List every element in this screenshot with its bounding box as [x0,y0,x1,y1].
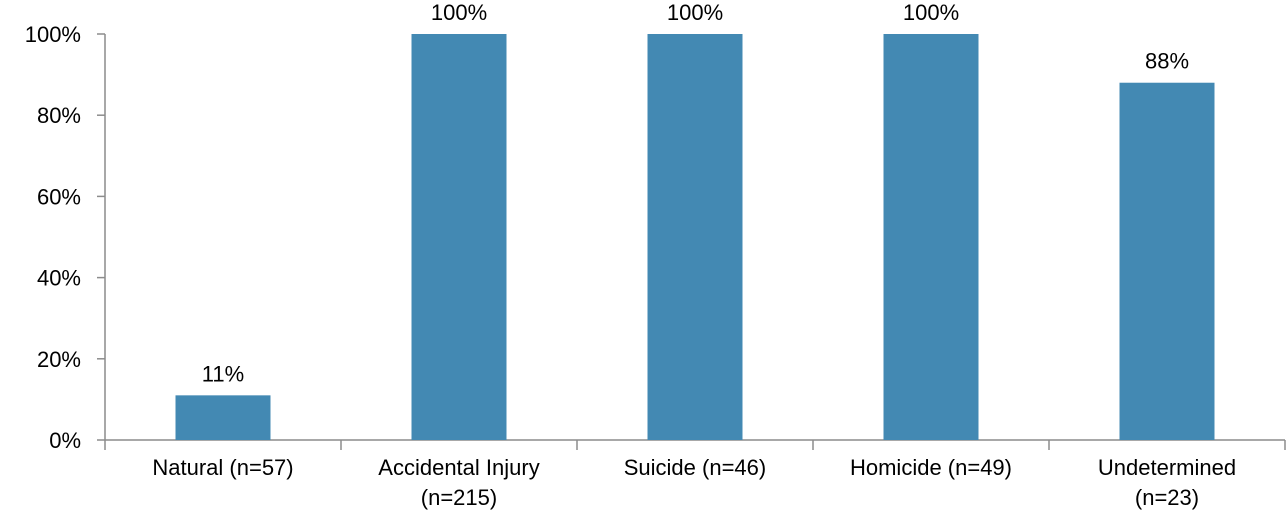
category-label: Accidental Injury [378,455,539,480]
y-tick-labels: 0% 20% 40% 60% 80% 100% [25,22,81,453]
bar [175,395,271,440]
data-label: 100% [667,0,723,25]
category-labels: Natural (n=57) Accidental Injury (n=215) Su… [152,455,1236,510]
category-label: Natural (n=57) [152,455,293,480]
category-label: Undetermined [1098,455,1236,480]
y-tick-label: 80% [37,103,81,128]
data-label: 11% [202,361,244,386]
bar [1119,82,1215,440]
category-label: (n=215) [421,485,497,510]
y-tick-label: 0% [49,428,81,453]
bar [883,34,979,440]
category-label: Homicide (n=49) [850,455,1012,480]
y-tick-label: 60% [37,184,81,209]
y-tick-label: 100% [25,22,81,47]
category-label: (n=23) [1135,485,1199,510]
bars [175,34,1215,440]
data-label: 100% [903,0,959,25]
bar [411,34,507,440]
data-label: 100% [431,0,487,25]
y-tick-label: 20% [37,347,81,372]
data-labels: 11% 100% 100% 100% 88% [202,0,1189,386]
data-label: 88% [1145,49,1189,74]
y-tick-label: 40% [37,266,81,291]
category-label: Suicide (n=46) [624,455,766,480]
bar [647,34,743,440]
